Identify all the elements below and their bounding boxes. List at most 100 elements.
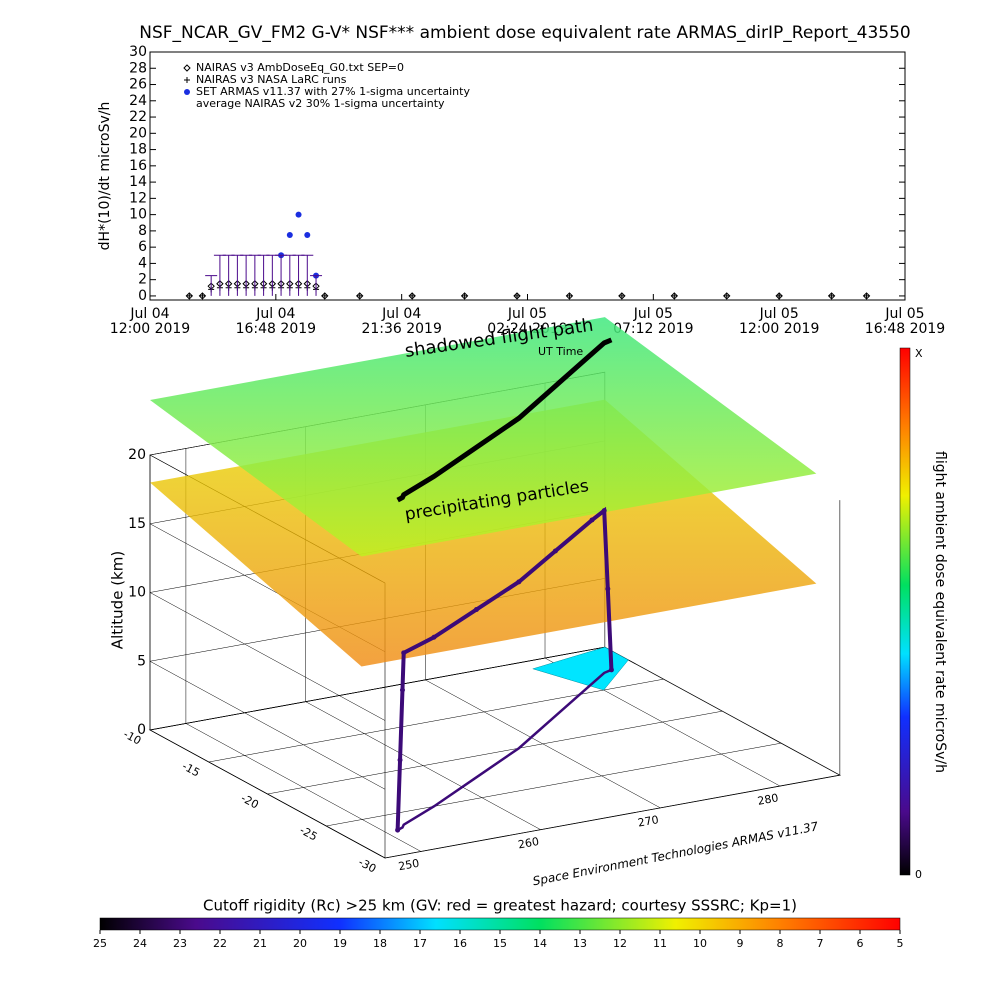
colorbar-title: flight ambient dose equivalent rate micr… — [932, 451, 948, 773]
y-tick-label: 12 — [129, 190, 147, 206]
flight-point — [589, 517, 595, 523]
flight-point — [605, 586, 611, 592]
legend-label: NAIRAS v3 AmbDoseEq_G0.txt SEP=0 — [196, 61, 404, 74]
plus-marker — [863, 292, 870, 299]
plus-marker — [618, 292, 625, 299]
plus-marker — [828, 292, 835, 299]
y-grid-line — [149, 646, 605, 731]
plus-marker — [461, 292, 468, 299]
y-tick-label: 4 — [138, 255, 147, 271]
x-tick-label: 21:36 2019 — [361, 321, 441, 337]
flight-point — [552, 548, 558, 554]
z-axis-label: Altitude (km) — [109, 551, 127, 649]
legend-entry: average NAIRAS v2 30% 1-sigma uncertaint… — [196, 97, 445, 110]
stem-marker — [292, 254, 305, 296]
y-axis-label: dH*(10)/dt microSv/h — [97, 102, 113, 251]
stem-marker — [257, 254, 270, 296]
y-tick-label: 28 — [129, 60, 147, 76]
colorbar-tick-label: 12 — [613, 937, 627, 950]
colorbar-tick-label: 18 — [373, 937, 387, 950]
stem-marker — [275, 254, 288, 296]
plus-marker — [186, 292, 193, 299]
x-tick-label: Jul 05 — [759, 306, 799, 322]
colorbar-tick-label: 20 — [293, 937, 307, 950]
stem-marker — [205, 275, 218, 296]
y-tick-label: -30 — [356, 856, 378, 876]
stem-marker — [222, 254, 235, 296]
y-tick-label: 20 — [129, 125, 147, 141]
flight-point — [473, 607, 479, 613]
z-grid-line — [149, 646, 605, 859]
legend-label: average NAIRAS v2 30% 1-sigma uncertaint… — [196, 97, 445, 110]
x-tick-label: 16:48 2019 — [865, 321, 945, 337]
colorbar-tick-label: 17 — [413, 937, 427, 950]
flight-point — [608, 667, 614, 673]
y-tick-label: -20 — [239, 792, 261, 812]
plus-marker — [514, 292, 521, 299]
stem-marker — [266, 254, 279, 296]
y-tick-label: 0 — [138, 288, 147, 304]
colorbar-tick-label: 15 — [493, 937, 507, 950]
y-grid-line — [326, 742, 782, 827]
z-tick-label: 0 — [137, 722, 146, 738]
x-tick-label: 12:00 2019 — [110, 321, 190, 337]
x-tick-label: Jul 04 — [129, 306, 169, 322]
x-tick-label: Jul 05 — [884, 306, 924, 322]
y-tick-label: 14 — [129, 174, 147, 190]
colorbar-tick-label: 24 — [133, 937, 147, 950]
legend-entry: NAIRAS v3 AmbDoseEq_G0.txt SEP=0 — [183, 61, 404, 74]
flight-point — [601, 508, 607, 514]
y-tick-label: 18 — [129, 142, 147, 158]
y-grid-line — [267, 710, 723, 795]
y-tick-label: -15 — [180, 760, 202, 780]
colorbar — [99, 917, 901, 931]
credit: Space Environment Technologies ARMAS v11… — [532, 819, 820, 888]
colorbar-tick-label: 13 — [573, 937, 587, 950]
x-tick-label: Jul 04 — [381, 306, 421, 322]
y-tick-label: 2 — [138, 272, 147, 288]
x-tick-label: Jul 05 — [633, 306, 673, 322]
colorbar-tick-label: 8 — [777, 937, 784, 950]
y-tick-label: 26 — [129, 77, 147, 93]
y-tick-label: 6 — [138, 239, 147, 255]
plus-marker — [409, 292, 416, 299]
plus-marker — [566, 292, 573, 299]
legend-label: NAIRAS v3 NASA LaRC runs — [196, 73, 347, 86]
plus-marker — [723, 292, 730, 299]
x-tick-label: 250 — [397, 857, 420, 873]
dot-marker — [184, 89, 190, 95]
colorbar-tick-label: 25 — [93, 937, 107, 950]
ground-track — [397, 668, 612, 832]
cyan-patch — [531, 646, 629, 691]
colorbar-tick-label: 9 — [737, 937, 744, 950]
colorbar-tick-label: 10 — [693, 937, 707, 950]
dot-marker — [295, 211, 302, 218]
colorbar-title: Cutoff rigidity (Rc) >25 km (GV: red = g… — [203, 897, 797, 915]
colorbar-tick-label: 22 — [213, 937, 227, 950]
y-tick-label: 30 — [129, 44, 147, 60]
flight-point — [516, 579, 522, 585]
plus-marker — [356, 292, 363, 299]
stem-marker — [248, 254, 261, 296]
x-tick-label: 280 — [756, 791, 779, 807]
stem-marker — [283, 254, 296, 296]
shadow-track — [396, 337, 613, 503]
colorbar-tick-label: 23 — [173, 937, 187, 950]
y-tick-label: 22 — [129, 109, 147, 125]
stem-marker — [310, 275, 323, 296]
colorbar-tick-label: 5 — [897, 937, 904, 950]
flight-path — [395, 506, 614, 831]
colorbar-tick-label: 19 — [333, 937, 347, 950]
plus-marker — [199, 292, 206, 299]
x-tick-label: 07:12 2019 — [613, 321, 693, 337]
flight-point — [401, 650, 407, 656]
y-tick-label: 16 — [129, 158, 147, 174]
legend-label: SET ARMAS v11.37 with 27% 1-sigma uncert… — [196, 85, 470, 98]
plus-marker — [184, 77, 190, 83]
x-tick-label: 270 — [637, 813, 660, 829]
y-grid-line — [208, 678, 664, 763]
colorbar-tick-label: 14 — [533, 937, 547, 950]
colorbar-tick-label: 16 — [453, 937, 467, 950]
stem-marker — [231, 254, 244, 296]
stem-marker — [301, 254, 314, 296]
